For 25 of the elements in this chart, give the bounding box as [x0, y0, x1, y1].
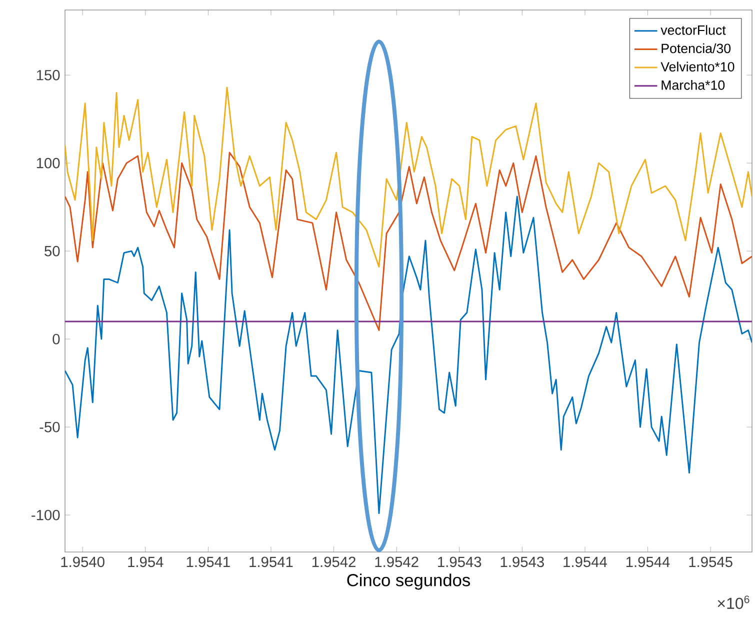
- y-tick-label: 150: [36, 70, 60, 80]
- x-tick-label: 1.9545: [689, 556, 732, 568]
- x-tick-label: 1.9544: [564, 556, 607, 568]
- legend-label: vectorFluct: [660, 25, 726, 35]
- legend-label: Marcha*10: [662, 80, 725, 90]
- x-tick-label: 1.9544: [626, 556, 670, 568]
- y-tick-label: 50: [44, 246, 60, 256]
- text: ×10$^{6}$: [718, 596, 750, 609]
- x-tick-label: 1.9541: [250, 556, 293, 568]
- x-tick-label: 1.9541: [186, 556, 230, 568]
- line-series: [65, 152, 752, 332]
- x-tick-label: 1.954: [128, 556, 164, 568]
- y-tick-label: -50: [40, 422, 60, 432]
- legend-label: Velviento*10: [660, 62, 734, 72]
- line-series: [65, 196, 752, 514]
- legend-label: Potencia/30: [662, 43, 731, 54]
- x-tick-label: 1.9543: [438, 556, 482, 568]
- y-tick-label: 100: [36, 158, 60, 168]
- y-tick-label: 0: [52, 334, 60, 344]
- x-tick-label: 1.9540: [61, 556, 104, 568]
- x-tick-label: 1.9542: [375, 556, 418, 568]
- x-tick-label: 1.9542: [312, 556, 356, 568]
- x-axis-title: Cinco segundos: [347, 574, 470, 590]
- y-tick-label: -100: [32, 510, 60, 520]
- x-tick-label: 1.9543: [500, 556, 544, 568]
